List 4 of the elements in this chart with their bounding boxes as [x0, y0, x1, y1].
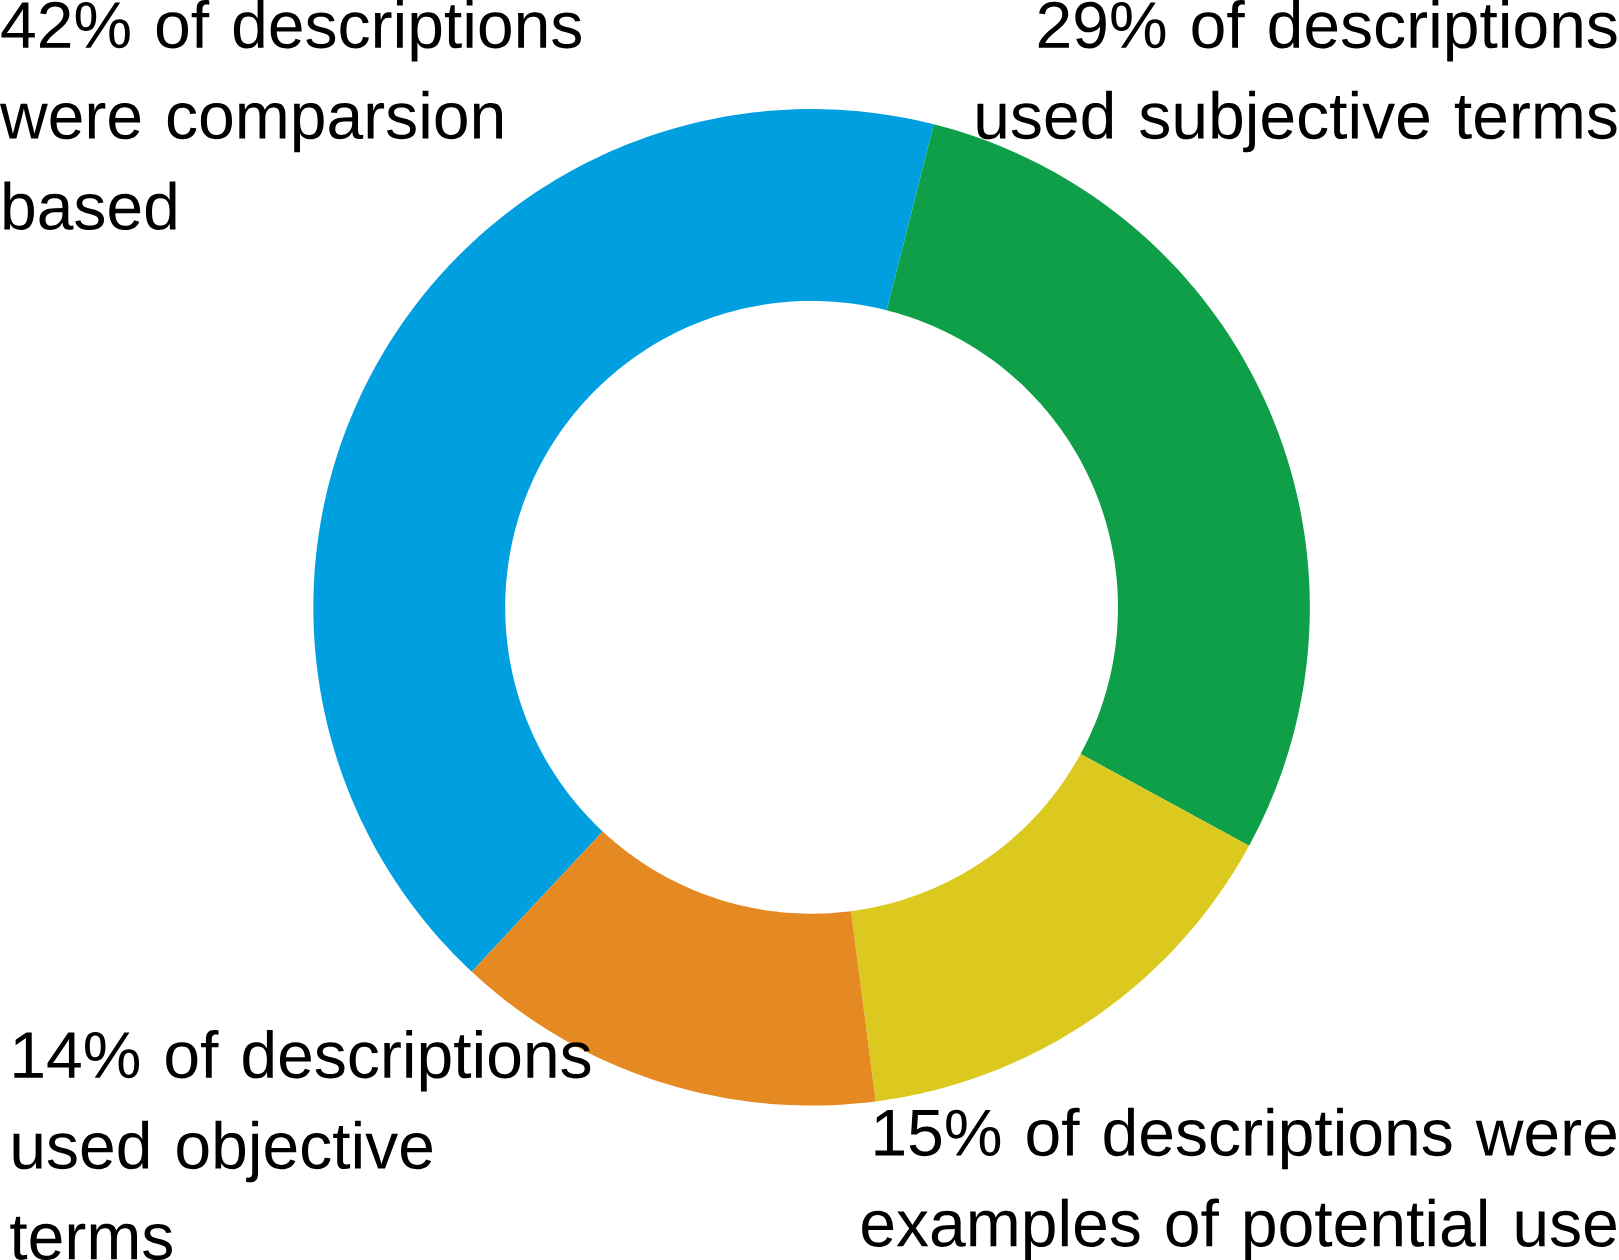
slice-label: 14% of descriptions used objective terms	[10, 1029, 591, 1260]
slice-label: 15% of descriptions were examples of potential use	[862, 1107, 1616, 1260]
slice-label: 42% of descriptions were comparsion based	[0, 0, 581, 231]
slice-label: 29% of descriptions used subjective terms	[977, 0, 1617, 153]
